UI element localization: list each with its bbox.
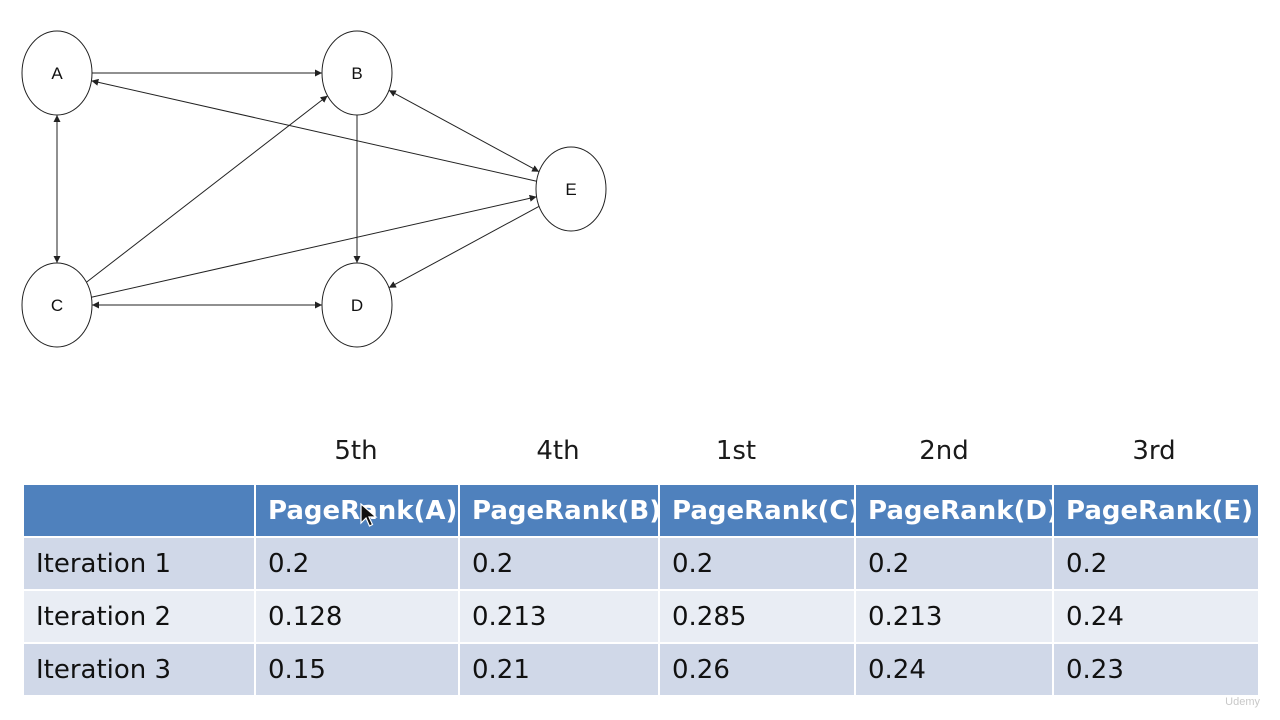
table-cell: 0.2 [1052, 536, 1260, 591]
node-label: B [351, 64, 362, 83]
table-cell: 0.24 [1052, 589, 1260, 644]
node-a: A [21, 30, 93, 116]
pagerank-table: PageRank(A) PageRank(B) PageRank(C) Page… [22, 483, 1260, 697]
header-pagerank-d: PageRank(D) [854, 483, 1054, 538]
edge-c-b [86, 95, 328, 283]
header-pagerank-a: PageRank(A) [254, 483, 460, 538]
header-pagerank-e: PageRank(E) [1052, 483, 1260, 538]
rank-label-e: 3rd [1132, 436, 1176, 466]
table-row: Iteration 3 0.15 0.21 0.26 0.24 0.23 [22, 642, 1260, 697]
rank-label-a: 5th [334, 436, 378, 466]
node-circle [21, 30, 93, 116]
node-circle [21, 262, 93, 348]
rank-label-d: 2nd [919, 436, 969, 466]
table-cell: 0.2 [458, 536, 660, 591]
node-e: E [535, 146, 607, 232]
table-cell: 0.213 [854, 589, 1054, 644]
edge-e-d [388, 205, 540, 289]
node-label: D [351, 296, 363, 315]
node-c: C [21, 262, 93, 348]
edge-b-e [388, 89, 540, 173]
pagerank-graph: A B C D E [21, 30, 607, 348]
header-pagerank-c: PageRank(C) [658, 483, 856, 538]
row-label: Iteration 3 [22, 642, 256, 697]
table-cell: 0.23 [1052, 642, 1260, 697]
node-label: C [51, 296, 63, 315]
node-label: A [51, 64, 63, 83]
edge-c-e [91, 194, 537, 298]
node-circle [321, 262, 393, 348]
row-label: Iteration 1 [22, 536, 256, 591]
edge-e-a [91, 78, 537, 182]
table-cell: 0.26 [658, 642, 856, 697]
table-cell: 0.213 [458, 589, 660, 644]
node-d: D [321, 262, 393, 348]
udemy-watermark: Udemy [1225, 696, 1260, 708]
node-circle [321, 30, 393, 116]
rank-label-c: 1st [715, 436, 757, 466]
header-corner [22, 483, 256, 538]
table-cell: 0.2 [658, 536, 856, 591]
header-pagerank-b: PageRank(B) [458, 483, 660, 538]
table-row: Iteration 2 0.128 0.213 0.285 0.213 0.24 [22, 589, 1260, 644]
table-cell: 0.24 [854, 642, 1054, 697]
table-header-row: PageRank(A) PageRank(B) PageRank(C) Page… [22, 483, 1260, 538]
mouse-cursor-icon [360, 503, 378, 527]
table-cell: 0.21 [458, 642, 660, 697]
table-row: Iteration 1 0.2 0.2 0.2 0.2 0.2 [22, 536, 1260, 591]
table-cell: 0.15 [254, 642, 460, 697]
table-cell: 0.285 [658, 589, 856, 644]
rank-label-b: 4th [536, 436, 580, 466]
table-cell: 0.2 [854, 536, 1054, 591]
table-cell: 0.2 [254, 536, 460, 591]
node-label: E [565, 180, 576, 199]
table-cell: 0.128 [254, 589, 460, 644]
node-b: B [321, 30, 393, 116]
node-circle [535, 146, 607, 232]
row-label: Iteration 2 [22, 589, 256, 644]
